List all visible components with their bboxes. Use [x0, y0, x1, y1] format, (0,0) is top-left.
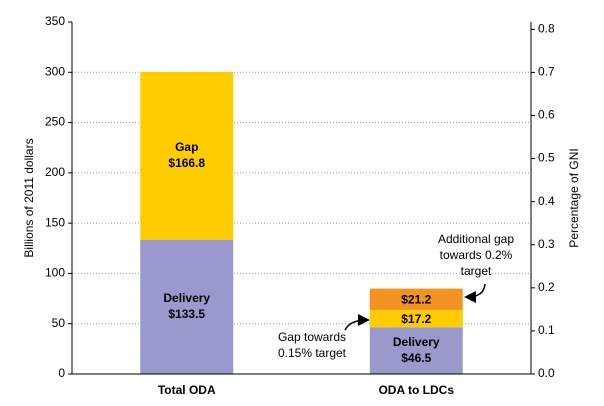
y2-tick-label: 0.6 [538, 108, 555, 122]
segment-name: Delivery [393, 335, 440, 349]
bar-segment [369, 288, 463, 310]
value-label: $21.2 [401, 292, 431, 306]
bar-segment [140, 71, 234, 240]
annotation: Gap towards [278, 330, 346, 344]
y-tick-label: 50 [52, 316, 66, 330]
annotation: 0.15% target [278, 346, 347, 360]
bar-segment [369, 327, 463, 374]
segment-name: Delivery [163, 291, 210, 305]
y-tick-label: 300 [45, 64, 65, 78]
annotation: target [461, 264, 492, 278]
annotation-arrow [344, 314, 370, 331]
annotation: Additional gap [438, 232, 514, 246]
y2-tick-label: 0.7 [538, 65, 555, 79]
y-tick-label: 200 [45, 165, 65, 179]
y2-tick-label: 0.1 [538, 323, 555, 337]
bar-segment [140, 239, 234, 374]
value-label: $17.2 [401, 312, 431, 326]
y-tick-label: 350 [45, 14, 65, 28]
x-tick-label: ODA to LDCs [378, 383, 454, 397]
y-tick-label: 0 [58, 366, 65, 380]
y2-axis-title: Percentage of GNI [567, 148, 581, 247]
y2-tick-label: 0.8 [538, 21, 555, 35]
bars [140, 71, 463, 374]
annotation: towards 0.2% [440, 248, 513, 262]
y-axis-title: Billions of 2011 dollars [22, 138, 36, 257]
value-label: $133.5 [168, 307, 205, 321]
segment-name: Gap [175, 140, 198, 154]
y2-tick-label: 0.3 [538, 237, 555, 251]
y2-tick-label: 0.2 [538, 280, 555, 294]
y2-tick-label: 0.4 [538, 194, 555, 208]
value-label: $166.8 [168, 156, 205, 170]
y-tick-label: 100 [45, 266, 65, 280]
y2-tick-label: 0.5 [538, 151, 555, 165]
value-label: $46.5 [401, 351, 431, 365]
y2-tick-label: 0.0 [538, 366, 555, 380]
annotation-arrow [464, 283, 486, 303]
bar-segment [369, 309, 463, 328]
x-tick-label: Total ODA [158, 383, 216, 397]
y-tick-label: 150 [45, 215, 65, 229]
y-tick-label: 250 [45, 115, 65, 129]
